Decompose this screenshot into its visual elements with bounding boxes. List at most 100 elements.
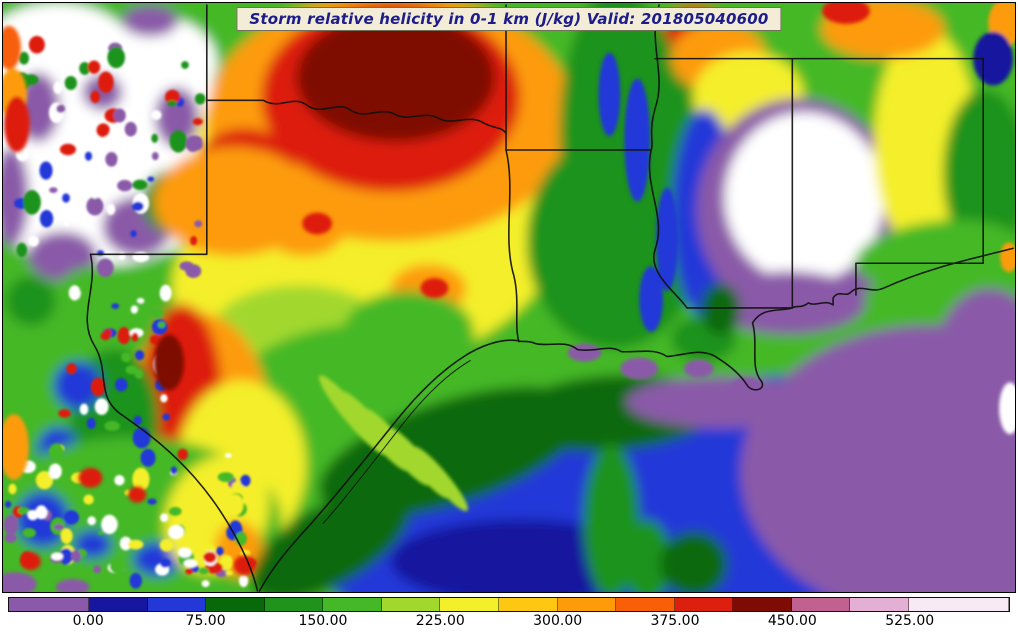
speckle-blob: [117, 327, 131, 345]
field-blob: [822, 3, 870, 24]
colorbar-segment: [499, 598, 558, 611]
speckle-blob: [134, 369, 144, 379]
speckle-blob: [132, 427, 151, 449]
speckle-blob: [121, 352, 132, 363]
field-blob: [598, 52, 621, 137]
speckle-blob: [201, 580, 210, 588]
rio-grande-border-path: [86, 253, 259, 592]
speckle-blob: [39, 161, 53, 180]
field-blob: [52, 264, 163, 334]
colorbar-segment: [850, 598, 909, 611]
sabine-border-path: [505, 149, 520, 343]
speckle-blob: [35, 505, 48, 520]
field-blob: [420, 278, 449, 298]
speckle-blob: [90, 90, 101, 103]
speckle-blob: [90, 377, 106, 397]
speckle-blob: [64, 75, 77, 91]
speckle-blob: [114, 474, 125, 486]
speckle-blob: [96, 258, 114, 278]
speckle-blob: [49, 187, 58, 194]
speckle-blob: [106, 203, 116, 216]
speckle-blob: [167, 100, 177, 107]
speckle-blob: [70, 549, 82, 563]
speckle-blob: [168, 506, 182, 516]
speckle-blob: [61, 62, 71, 72]
speckle-blob: [62, 193, 70, 203]
speckle-blob: [60, 528, 73, 544]
speckle-blob: [150, 110, 162, 120]
speckle-blob: [28, 235, 39, 247]
speckle-blob: [160, 513, 169, 522]
field-blob: [159, 340, 175, 369]
speckle-blob: [126, 518, 135, 525]
speckle-blob: [132, 201, 144, 212]
speckle-blob: [219, 554, 234, 571]
speckle-blob: [27, 509, 39, 521]
speckle-blob: [125, 365, 138, 375]
state-border-path: [89, 4, 208, 256]
speckle-blob: [127, 539, 144, 550]
speckle-blob: [87, 60, 101, 74]
speckle-blob: [190, 235, 198, 246]
speckle-blob: [181, 61, 189, 69]
speckle-blob: [66, 363, 77, 375]
field-blob: [5, 276, 56, 326]
colorbar-segment: [908, 598, 1010, 611]
speckle-blob: [133, 415, 142, 426]
field-blob: [656, 187, 678, 292]
speckle-blob: [90, 187, 100, 199]
speckle-blob: [159, 539, 174, 552]
field-blob: [934, 288, 1015, 438]
speckle-blob: [39, 209, 54, 228]
speckle-blob: [135, 350, 145, 361]
speckle-blob: [111, 303, 120, 309]
speckle-blob: [50, 552, 64, 561]
speckle-blob: [147, 498, 157, 505]
map-canvas: [2, 2, 1016, 593]
mississippi-river-border-path: [648, 4, 688, 309]
speckle-blob: [63, 510, 80, 525]
speckle-blob: [165, 89, 180, 105]
colorbar-segment: [381, 598, 441, 611]
speckle-blob: [191, 74, 204, 85]
speckle-blob: [63, 221, 70, 227]
speckle-blob: [113, 108, 126, 123]
field-blob: [233, 555, 256, 576]
field-blob: [331, 18, 471, 103]
field-blob: [55, 579, 90, 592]
field-blob: [155, 87, 199, 148]
speckle-blob: [86, 196, 104, 216]
speckle-blob: [140, 448, 156, 467]
plot-title: Storm relative helicity in 0-1 km (J/kg)…: [236, 7, 782, 31]
speckle-blob: [130, 230, 137, 238]
speckle-blob: [28, 35, 45, 54]
speckle-blob: [129, 572, 142, 589]
field-blob: [710, 271, 866, 335]
speckle-blob: [177, 547, 192, 558]
field-blob: [3, 25, 21, 70]
field-blob: [660, 531, 728, 592]
field-blob: [700, 283, 741, 335]
speckle-blob: [227, 494, 244, 516]
field-blob: [78, 467, 103, 488]
colorbar-tick-label: 150.00: [298, 613, 348, 629]
colorbar-tick-label: 375.00: [650, 613, 700, 629]
field-blob: [3, 96, 30, 152]
colorbar-segment: [616, 598, 675, 611]
speckle-blob: [238, 574, 249, 588]
colorbar-segment: [89, 598, 148, 611]
colorbar-tick-label: 225.00: [415, 613, 465, 629]
speckle-blob: [185, 568, 193, 575]
speckle-blob: [93, 565, 102, 574]
speckle-blob: [83, 494, 94, 505]
speckle-blob: [159, 558, 171, 568]
colorbar-segment: [206, 598, 265, 611]
speckle-blob: [4, 533, 17, 543]
field-blob: [3, 147, 29, 247]
field-blob: [20, 552, 41, 571]
field-blob: [623, 519, 672, 592]
speckle-blob: [130, 305, 138, 314]
speckle-blob: [101, 514, 118, 535]
speckle-blob: [53, 523, 65, 531]
